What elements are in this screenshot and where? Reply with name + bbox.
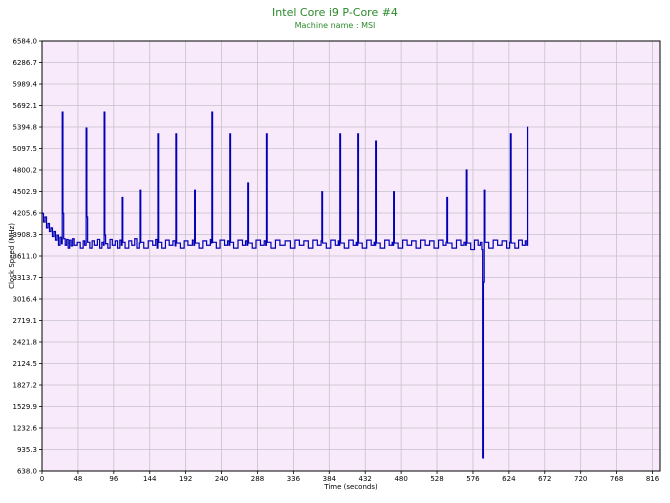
y-tick-label: 3016.4 xyxy=(13,296,38,304)
y-tick-label: 6286.7 xyxy=(13,59,38,67)
y-tick-label: 2421.8 xyxy=(13,339,38,347)
chart-subtitle: Machine name : MSI xyxy=(294,21,376,30)
y-tick-label: 1529.9 xyxy=(13,403,38,411)
x-tick-label: 720 xyxy=(574,475,587,483)
x-tick-label: 672 xyxy=(538,475,551,483)
grid-lines xyxy=(42,41,660,471)
x-tick-label: 816 xyxy=(646,475,660,483)
y-tick-label: 2124.5 xyxy=(13,360,38,368)
y-axis-ticks: 638.0 935.3 1232.6 1529.9 1827.2 2124.5 2421.8… xyxy=(13,38,42,476)
x-tick-label: 48 xyxy=(73,475,82,483)
y-tick-label: 1827.2 xyxy=(13,382,38,390)
x-tick-label: 96 xyxy=(109,475,118,483)
x-tick-label: 144 xyxy=(143,475,157,483)
x-tick-label: 768 xyxy=(610,475,623,483)
series-line xyxy=(42,111,529,459)
y-tick-label: 5989.4 xyxy=(13,81,38,89)
y-tick-label: 638.0 xyxy=(17,468,37,476)
x-tick-label: 336 xyxy=(287,475,301,483)
x-tick-label: 624 xyxy=(502,475,516,483)
x-tick-label: 576 xyxy=(466,475,480,483)
y-tick-label: 5692.1 xyxy=(13,102,38,110)
y-tick-label: 4205.6 xyxy=(13,210,38,218)
x-tick-label: 240 xyxy=(215,475,228,483)
x-tick-label: 384 xyxy=(323,475,337,483)
x-tick-label: 288 xyxy=(251,475,264,483)
y-tick-label: 4502.9 xyxy=(13,188,38,196)
x-axis-label: Time (seconds) xyxy=(323,483,378,491)
y-tick-label: 935.3 xyxy=(17,446,37,454)
x-tick-label: 432 xyxy=(359,475,372,483)
y-tick-label: 3313.7 xyxy=(13,274,38,282)
y-axis-label: Clock Speed (MHz) xyxy=(8,223,16,289)
y-tick-label: 2719.1 xyxy=(13,317,38,325)
y-tick-label: 1232.6 xyxy=(13,425,38,433)
y-tick-label: 6584.0 xyxy=(13,38,38,46)
x-tick-label: 0 xyxy=(40,475,44,483)
y-tick-label: 5097.5 xyxy=(13,145,38,153)
chart-title: Intel Core i9 P-Core #4 xyxy=(272,6,398,19)
plot-border xyxy=(41,40,661,472)
x-tick-label: 528 xyxy=(430,475,443,483)
y-tick-label: 3908.3 xyxy=(13,231,38,239)
x-tick-label: 192 xyxy=(179,475,192,483)
x-axis-ticks: 0 48 96 144 192 240 288 336 384 432 480 528 576 624 67… xyxy=(40,471,660,483)
x-tick-label: 480 xyxy=(394,475,407,483)
series-layer xyxy=(42,111,529,459)
y-tick-label: 4800.2 xyxy=(13,167,38,175)
y-tick-label: 5394.8 xyxy=(13,124,38,132)
y-tick-label: 3611.0 xyxy=(13,253,38,261)
